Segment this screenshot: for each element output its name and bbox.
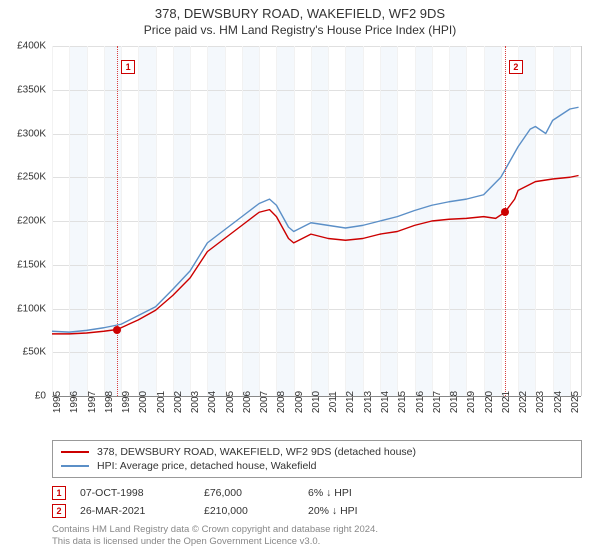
sale-index-badge: 2 bbox=[52, 504, 66, 518]
x-tick-label: 2006 bbox=[242, 391, 253, 413]
y-tick-label: £400K bbox=[17, 41, 46, 52]
sales-table: 1 07-OCT-1998 £76,000 6% ↓ HPI 2 26-MAR-2021 £… bbox=[52, 484, 582, 520]
legend-item: 378, DEWSBURY ROAD, WAKEFIELD, WF2 9DS (… bbox=[61, 445, 573, 459]
x-tick-label: 2013 bbox=[363, 391, 374, 413]
x-tick-label: 2021 bbox=[501, 391, 512, 413]
sale-row: 2 26-MAR-2021 £210,000 20% ↓ HPI bbox=[52, 502, 582, 520]
x-tick-label: 2009 bbox=[294, 391, 305, 413]
x-tick-label: 2008 bbox=[276, 391, 287, 413]
sale-date: 07-OCT-1998 bbox=[80, 487, 190, 499]
x-tick-label: 2010 bbox=[311, 391, 322, 413]
x-tick-label: 2022 bbox=[518, 391, 529, 413]
legend-swatch bbox=[61, 451, 89, 453]
chart-title: 378, DEWSBURY ROAD, WAKEFIELD, WF2 9DS bbox=[10, 6, 590, 21]
x-tick-label: 2007 bbox=[259, 391, 270, 413]
x-tick-label: 1995 bbox=[52, 391, 63, 413]
x-tick-label: 2018 bbox=[449, 391, 460, 413]
chart-subtitle: Price paid vs. HM Land Registry's House … bbox=[10, 23, 590, 37]
x-tick-label: 2000 bbox=[138, 391, 149, 413]
x-tick-label: 2002 bbox=[173, 391, 184, 413]
sale-row: 1 07-OCT-1998 £76,000 6% ↓ HPI bbox=[52, 484, 582, 502]
legend-item: HPI: Average price, detached house, Wake… bbox=[61, 459, 573, 473]
sale-diff: 20% ↓ HPI bbox=[308, 505, 378, 517]
sale-event-badge: 1 bbox=[121, 60, 135, 74]
sale-price: £76,000 bbox=[204, 487, 294, 499]
y-tick-label: £0 bbox=[35, 391, 46, 402]
x-tick-label: 1998 bbox=[104, 391, 115, 413]
y-tick-label: £200K bbox=[17, 216, 46, 227]
x-tick-label: 2025 bbox=[570, 391, 581, 413]
legend: 378, DEWSBURY ROAD, WAKEFIELD, WF2 9DS (… bbox=[52, 440, 582, 478]
y-tick-label: £50K bbox=[23, 347, 46, 358]
legend-label: 378, DEWSBURY ROAD, WAKEFIELD, WF2 9DS (… bbox=[97, 446, 416, 458]
x-tick-label: 2014 bbox=[380, 391, 391, 413]
title-block: 378, DEWSBURY ROAD, WAKEFIELD, WF2 9DS P… bbox=[0, 0, 600, 41]
sale-marker-icon bbox=[501, 208, 509, 216]
x-tick-label: 2015 bbox=[397, 391, 408, 413]
x-tick-label: 2019 bbox=[466, 391, 477, 413]
x-tick-label: 2004 bbox=[207, 391, 218, 413]
legend-swatch bbox=[61, 465, 89, 467]
attribution-line-2: This data is licensed under the Open Gov… bbox=[52, 536, 582, 548]
sale-index-badge: 1 bbox=[52, 486, 66, 500]
sale-event-line bbox=[117, 46, 118, 396]
sale-price: £210,000 bbox=[204, 505, 294, 517]
sale-event-badge: 2 bbox=[509, 60, 523, 74]
sale-event-line bbox=[505, 46, 506, 396]
sale-date: 26-MAR-2021 bbox=[80, 505, 190, 517]
price-chart-container: 378, DEWSBURY ROAD, WAKEFIELD, WF2 9DS P… bbox=[0, 0, 600, 560]
attribution: Contains HM Land Registry data © Crown c… bbox=[52, 524, 582, 549]
x-tick-label: 1996 bbox=[69, 391, 80, 413]
x-tick-label: 2024 bbox=[553, 391, 564, 413]
x-tick-label: 1997 bbox=[87, 391, 98, 413]
x-tick-label: 2020 bbox=[484, 391, 495, 413]
series-line bbox=[52, 107, 579, 332]
x-tick-label: 2023 bbox=[535, 391, 546, 413]
legend-label: HPI: Average price, detached house, Wake… bbox=[97, 460, 316, 472]
y-axis: £0£50K£100K£150K£200K£250K£300K£350K£400… bbox=[0, 46, 52, 396]
x-tick-label: 2001 bbox=[156, 391, 167, 413]
x-tick-label: 2012 bbox=[345, 391, 356, 413]
y-tick-label: £100K bbox=[17, 303, 46, 314]
x-tick-label: 2005 bbox=[225, 391, 236, 413]
attribution-line-1: Contains HM Land Registry data © Crown c… bbox=[52, 524, 582, 536]
x-tick-label: 2017 bbox=[432, 391, 443, 413]
y-tick-label: £250K bbox=[17, 172, 46, 183]
sale-diff: 6% ↓ HPI bbox=[308, 487, 378, 499]
x-axis: 1995199619971998199920002001200220032004… bbox=[52, 396, 582, 438]
x-tick-label: 2016 bbox=[415, 391, 426, 413]
y-tick-label: £150K bbox=[17, 259, 46, 270]
chart-lines bbox=[52, 46, 581, 396]
plot-area: 12 bbox=[52, 46, 582, 396]
y-tick-label: £350K bbox=[17, 84, 46, 95]
x-tick-label: 1999 bbox=[121, 391, 132, 413]
sale-marker-icon bbox=[113, 326, 121, 334]
x-tick-label: 2003 bbox=[190, 391, 201, 413]
y-tick-label: £300K bbox=[17, 128, 46, 139]
series-line bbox=[52, 176, 579, 334]
x-tick-label: 2011 bbox=[328, 391, 339, 413]
